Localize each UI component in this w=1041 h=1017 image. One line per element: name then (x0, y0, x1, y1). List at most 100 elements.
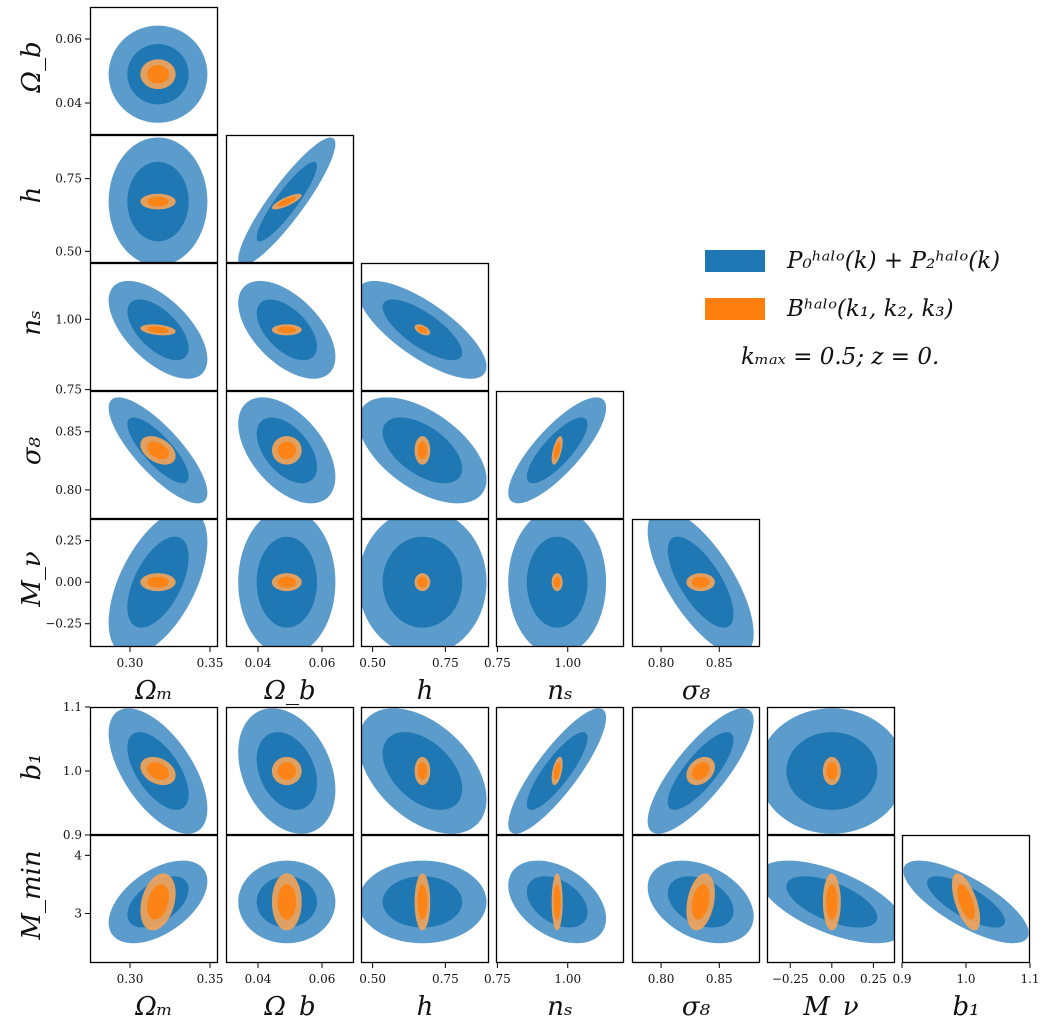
panel-frame (89, 262, 219, 392)
panel-frame (495, 706, 625, 836)
panel-mnu-vs-om (108, 519, 208, 647)
y-tick-label: 0.9 (63, 828, 82, 842)
y-tick-label: 0.25 (55, 534, 82, 548)
x-tick-label: −0.25 (772, 972, 809, 986)
panel-frame (89, 706, 219, 836)
orange-68-ellipse (277, 196, 297, 207)
x-axis-label-ob: Ω_b (263, 676, 315, 706)
panel-s8-vs-ns (508, 397, 607, 504)
y-axis-label-mnu: M_ν (17, 551, 47, 608)
panel-b1-vs-ns (508, 708, 607, 834)
x-axis-label-b1: b₁ (952, 992, 979, 1017)
y-tick-label: 0.80 (55, 483, 82, 497)
y-axis-label-h: h (17, 187, 47, 204)
y-tick-label: −0.25 (45, 617, 82, 631)
x-tick-label: 0.80 (648, 656, 675, 670)
legend-entry-bispectrum: Bʰᵃˡᵒ(k₁, k₂, k₃) (705, 294, 954, 324)
panel-frame (225, 390, 355, 520)
panel-frame (766, 834, 896, 964)
x-tick-label: 0.50 (359, 972, 386, 986)
y-axis-label-mmin: M_min (17, 850, 47, 940)
orange-68-ellipse (277, 884, 297, 920)
orange-68-ellipse (553, 884, 561, 920)
orange-68-ellipse (417, 576, 428, 588)
panel-frame (631, 518, 761, 648)
orange-68-ellipse (553, 441, 561, 460)
x-tick-label: 0.04 (245, 656, 272, 670)
x-tick-label: 0.00 (818, 972, 845, 986)
legend-label-power-spectrum: P₀ʰᵃˡᵒ(k) + P₂ʰᵃˡᵒ(k) (787, 248, 1001, 274)
legend-swatch-orange (705, 298, 765, 320)
y-tick-label: 0.50 (55, 244, 82, 258)
panel-h-vs-ob (238, 137, 336, 263)
y-tick-label: 0.00 (55, 575, 82, 589)
panel-frame (495, 834, 625, 964)
panel-h-vs-om (108, 137, 208, 263)
x-tick-label: 1.00 (554, 972, 581, 986)
x-axis-label-h: h (417, 676, 434, 706)
orange-68-ellipse (417, 441, 428, 460)
panel-frame (89, 834, 219, 964)
orange-68-ellipse (277, 441, 297, 460)
orange-68-ellipse (277, 762, 297, 780)
panel-frame (360, 518, 490, 648)
panel-b1-vs-mnu (767, 708, 895, 834)
orange-68-ellipse (147, 196, 169, 207)
orange-68-ellipse (277, 576, 297, 588)
panel-b1-vs-s8 (647, 708, 754, 834)
panel-mmin-vs-b1 (903, 860, 1029, 944)
panel-frame (495, 390, 625, 520)
x-tick-label: 0.75 (484, 656, 511, 670)
y-tick-label: 0.04 (55, 96, 82, 110)
panel-frame (225, 134, 355, 264)
x-tick-label: 0.04 (245, 972, 272, 986)
orange-68-ellipse (691, 884, 710, 920)
y-tick-label: 0.85 (55, 425, 82, 439)
panel-frame (360, 262, 490, 392)
panel-mnu-vs-h (361, 519, 487, 647)
panel-frame (360, 390, 490, 520)
legend-label-bispectrum: Bʰᵃˡᵒ(k₁, k₂, k₃) (787, 296, 954, 322)
x-tick-label: 0.75 (484, 972, 511, 986)
y-tick-label: 0.06 (55, 32, 82, 46)
panel-s8-vs-om (108, 397, 208, 504)
orange-68-ellipse (957, 884, 975, 920)
orange-68-ellipse (826, 884, 838, 920)
y-axis-label-ns: nₛ (17, 310, 47, 336)
orange-68-ellipse (417, 884, 428, 920)
x-tick-label: 0.30 (117, 656, 144, 670)
y-tick-label: 3 (74, 907, 82, 921)
y-axis-label-ob: Ω_b (17, 41, 47, 93)
orange-68-ellipse (147, 576, 169, 588)
y-tick-label: 1.0 (63, 764, 82, 778)
y-tick-label: 1.00 (55, 312, 82, 326)
x-tick-label: 0.85 (706, 656, 733, 670)
legend-note-kmax: kₘₐₓ = 0.5; z = 0. (741, 344, 940, 370)
x-tick-label: 0.50 (359, 656, 386, 670)
panel-frame (89, 518, 219, 648)
x-tick-label: 0.75 (432, 972, 459, 986)
orange-68-ellipse (147, 884, 169, 920)
x-tick-label: 0.25 (860, 972, 887, 986)
y-tick-label: 4 (74, 848, 82, 862)
x-axis-label-ob: Ω_b (263, 992, 315, 1017)
x-axis-label-om: Ωₘ (134, 676, 173, 706)
orange-68-ellipse (147, 762, 169, 780)
x-axis-label-h: h (417, 992, 434, 1017)
panel-s8-vs-ob (238, 397, 336, 504)
panel-frame (225, 706, 355, 836)
orange-68-ellipse (691, 576, 710, 588)
x-axis-label-s8: σ₈ (682, 992, 711, 1017)
orange-68-ellipse (277, 326, 297, 334)
panel-frame (89, 134, 219, 264)
x-tick-label: 0.9 (892, 972, 911, 986)
panel-ob-vs-om (108, 25, 208, 123)
x-tick-label: 0.35 (197, 972, 224, 986)
panel-mmin-vs-mnu (767, 860, 895, 944)
panel-ns-vs-h (361, 280, 487, 379)
panel-mmin-vs-h (361, 860, 487, 944)
x-tick-label: 0.06 (309, 972, 336, 986)
orange-68-ellipse (147, 64, 169, 84)
x-tick-label: 1.0 (956, 972, 975, 986)
panel-mnu-vs-ns (508, 519, 607, 647)
